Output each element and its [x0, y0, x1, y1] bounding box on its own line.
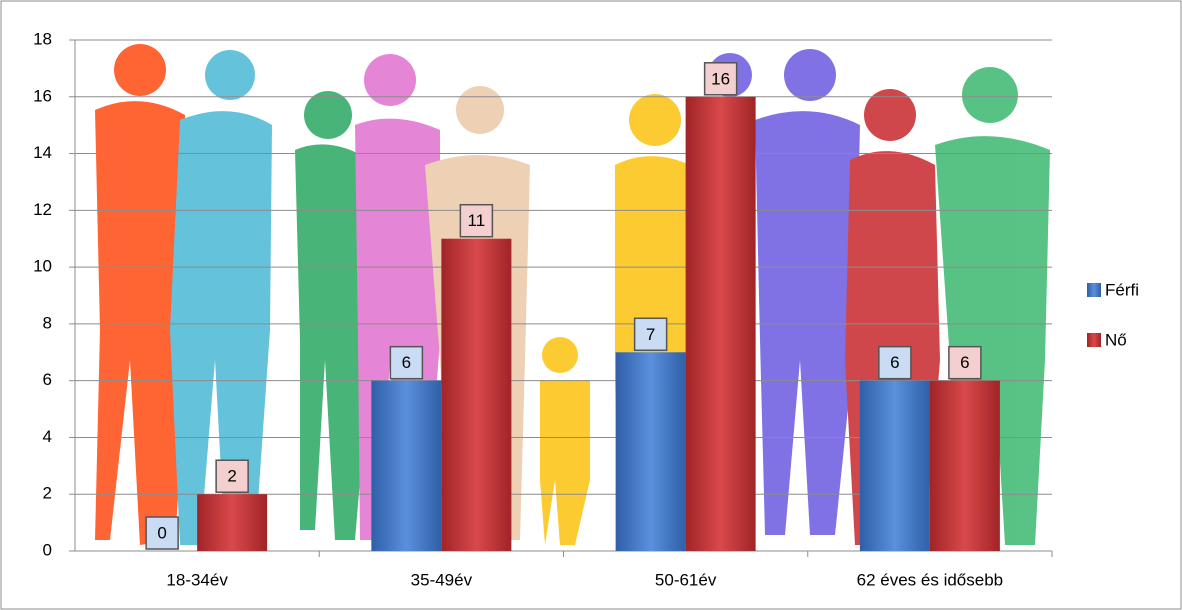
- bar: [859, 380, 930, 551]
- data-label-box: [948, 345, 982, 380]
- y-tick-label: 14: [33, 143, 52, 162]
- legend-swatch: [1087, 333, 1101, 347]
- legend-swatch: [1087, 283, 1101, 297]
- y-tick-label: 4: [43, 427, 52, 446]
- bar: [929, 380, 1000, 551]
- data-label-box: [389, 345, 424, 380]
- data-label-box: [878, 345, 912, 380]
- x-tick-label: 62 éves és idősebb: [857, 570, 1004, 589]
- data-label-box: [215, 459, 249, 493]
- x-tick-label: 35-49év: [411, 570, 473, 589]
- data-label: 11: [468, 211, 486, 230]
- data-label: 16: [711, 69, 730, 88]
- x-tick-label: 50-61év: [655, 570, 717, 589]
- y-tick-label: 2: [43, 484, 52, 503]
- y-tick-label: 6: [43, 370, 52, 389]
- y-tick-label: 10: [33, 257, 52, 276]
- bar: [441, 238, 512, 551]
- legend-label: Férfi: [1105, 280, 1139, 299]
- legend-label: Nő: [1105, 330, 1127, 349]
- bar: [197, 494, 268, 551]
- bar: [615, 352, 686, 551]
- y-tick-label: 16: [33, 86, 52, 105]
- x-tick-label: 18-34év: [166, 570, 228, 589]
- data-label: 7: [646, 325, 655, 344]
- data-label: 0: [157, 523, 166, 542]
- data-label-box: [633, 317, 668, 352]
- data-label: 6: [960, 353, 969, 372]
- data-label: 6: [890, 353, 899, 372]
- data-label-box: [459, 203, 494, 238]
- bar: [371, 380, 442, 551]
- bar: [685, 96, 756, 552]
- data-label: 2: [227, 467, 236, 486]
- data-label-box: [145, 516, 179, 550]
- data-label: 6: [402, 353, 411, 372]
- data-label-box: [703, 62, 738, 96]
- y-tick-label: 8: [43, 313, 52, 332]
- y-tick-label: 12: [33, 200, 52, 219]
- y-tick-label: 18: [33, 29, 52, 48]
- y-tick-label: 0: [43, 540, 52, 559]
